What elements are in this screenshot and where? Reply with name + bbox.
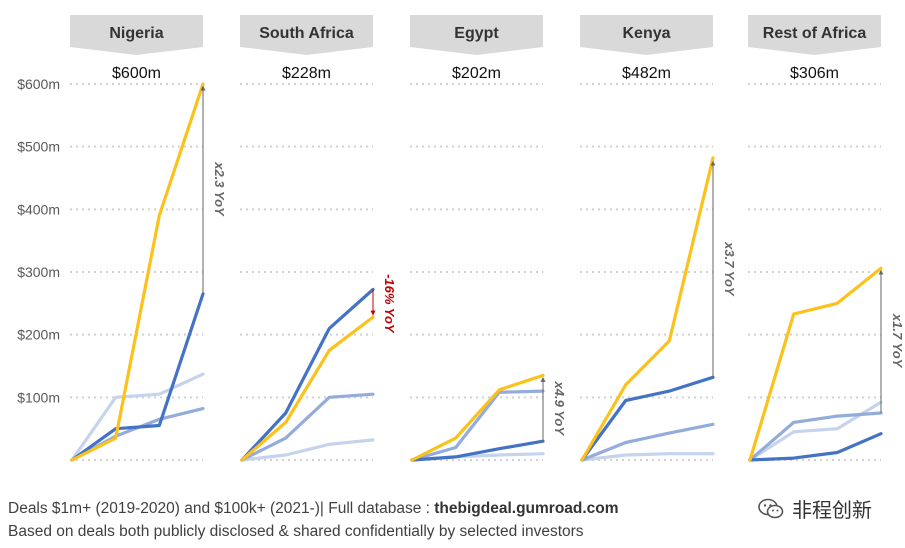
footer-source-link[interactable]: thebigdeal.gumroad.com [434,500,619,517]
panel-title: Egypt [454,25,499,42]
panel-total: $202m [452,65,501,82]
growth-label: x1.7 YoY [890,313,905,369]
series-line [748,411,883,462]
watermark-text: 非程创新 [792,498,872,522]
series-line [580,156,715,462]
footer-source-line: Deals $1m+ (2019-2020) and $100k+ (2021-… [8,500,619,518]
series-line [240,438,375,462]
series-line [748,266,883,462]
series-line [240,287,375,462]
panel-title: Kenya [622,25,670,42]
series-line [70,292,205,462]
series-line [70,82,205,462]
series-line [580,375,715,462]
panel-kenya: Kenya $482m x3.7 YoY [580,15,737,462]
series-line [748,400,883,462]
y-tick-label: $400m [17,201,60,217]
growth-label: x2.3 YoY [212,161,227,217]
series-line [70,372,205,462]
panel-title: Nigeria [109,25,163,42]
panels: Nigeria $600m x2.3 YoY South Africa $228m -16… [70,15,905,462]
y-tick-label: $500m [17,139,60,155]
watermark: 非程创新 [758,494,872,523]
series-line [410,439,545,462]
wechat-icon [758,498,784,518]
panel-title-tab [410,15,543,55]
growth-label: -16% YoY [382,274,397,334]
panel-total: $306m [790,65,839,82]
panel-title: Rest of Africa [763,25,867,42]
y-tick-label: $100m [17,389,60,405]
series-line [240,315,375,462]
panel-total: $228m [282,65,331,82]
panel-total: $482m [622,65,671,82]
series-line [410,373,545,462]
panel-title-tab [70,15,203,55]
series-line [748,432,883,462]
series-line [240,392,375,462]
y-tick-label: $200m [17,327,60,343]
panel-title-tab [580,15,713,55]
panel-title-tab [240,15,373,55]
panel-rest-of-africa: Rest of Africa $306m x1.7 YoY [748,15,905,462]
growth-label: x4.9 YoY [552,381,567,437]
y-tick-label: $600m [17,76,60,92]
footer-note: Based on deals both publicly disclosed &… [8,523,584,540]
panel-south-africa: South Africa $228m -16% YoY [240,15,397,462]
panel-title: South Africa [259,25,354,42]
grid-layer [70,83,881,461]
series-line [580,422,715,462]
footer-source-text: Deals $1m+ (2019-2020) and $100k+ (2021-… [8,500,435,517]
panel-total: $600m [112,65,161,82]
y-axis: $100m $200m $300m $400m $500m $600m [17,76,60,405]
panel-egypt: Egypt $202m x4.9 YoY [410,15,567,462]
series-line [580,452,715,462]
panel-title-tab [748,15,881,55]
y-tick-label: $300m [17,264,60,280]
panel-nigeria: Nigeria $600m x2.3 YoY [70,15,227,462]
growth-label: x3.7 YoY [722,241,737,297]
series-line [410,389,545,462]
